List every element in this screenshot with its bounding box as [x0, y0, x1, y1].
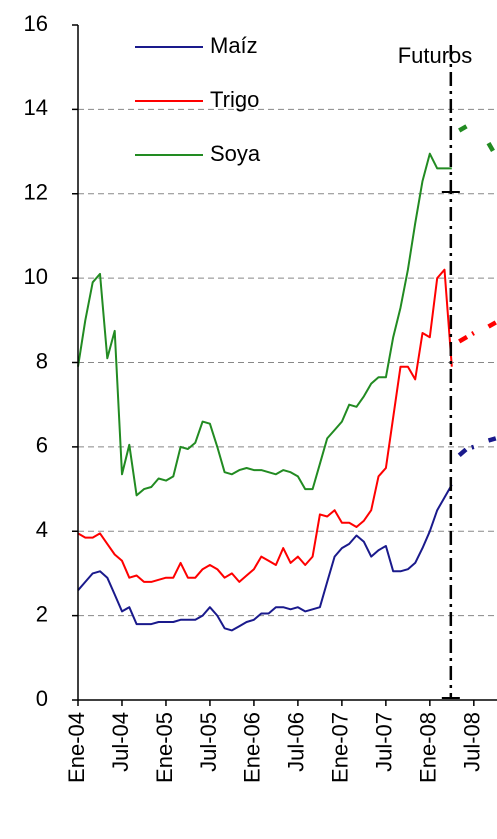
y-tick-label: 14 — [24, 95, 48, 120]
annotation: Futuros — [398, 43, 473, 68]
y-tick-label: 2 — [36, 601, 48, 626]
x-tick-label: Jul-08 — [460, 712, 485, 772]
x-tick-label: Jul-06 — [284, 712, 309, 772]
x-tick-label: Ene-04 — [64, 712, 89, 783]
legend-label: Maíz — [210, 33, 258, 58]
futures-line — [457, 436, 497, 458]
lines — [77, 124, 497, 632]
y-tick-label: 12 — [24, 180, 48, 205]
x-tick-label: Jul-07 — [372, 712, 397, 772]
x-tick-label: Ene-06 — [240, 712, 265, 783]
legend-label: Trigo — [210, 87, 259, 112]
x-tick-label: Jul-05 — [196, 712, 221, 772]
axes: 0 2 4 6 8 10 12 14 16 Ene-04 Jul-04 Ene-05 Jul-05 Ene… — [24, 11, 497, 783]
line — [77, 152, 452, 497]
y-tick-label: 0 — [36, 686, 48, 711]
x-tick-label: Ene-08 — [416, 712, 441, 783]
line — [77, 484, 453, 632]
y-tick-label: 16 — [24, 11, 48, 36]
y-tick-label: 10 — [24, 264, 48, 289]
y-tick-label: 4 — [36, 517, 48, 542]
legend-label: Soya — [210, 141, 261, 166]
line — [77, 268, 453, 583]
x-tick-label: Jul-04 — [108, 712, 133, 772]
futures-line — [458, 320, 497, 344]
y-tick-label: 8 — [36, 348, 48, 373]
futures-line — [458, 124, 497, 157]
x-tick-label: Ene-05 — [152, 712, 177, 783]
x-tick-label: Ene-07 — [328, 712, 353, 783]
y-tick-label: 6 — [36, 433, 48, 458]
